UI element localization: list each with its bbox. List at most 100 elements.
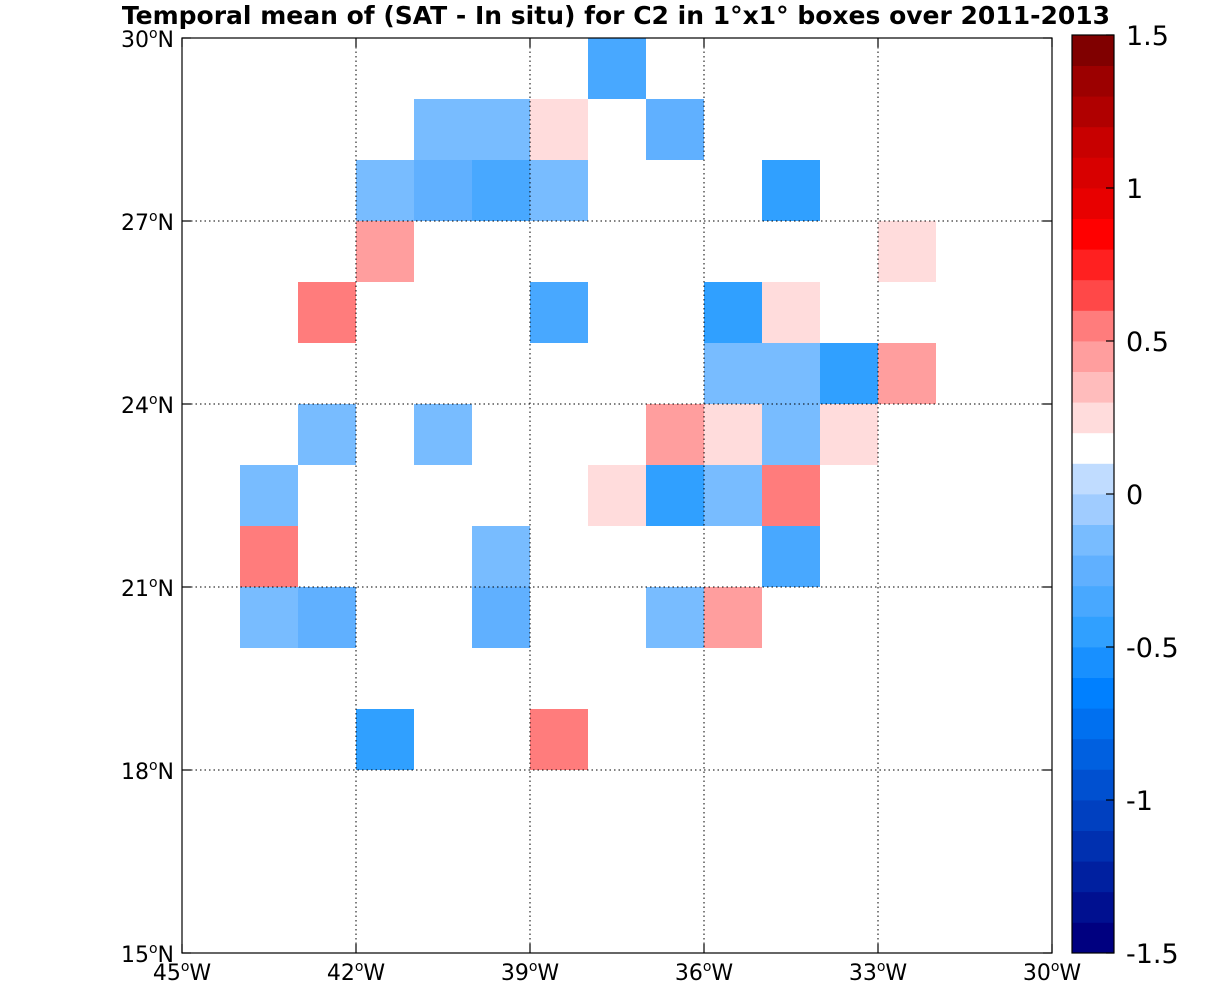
heatmap-cells (182, 38, 994, 770)
heatmap-cell (356, 282, 414, 343)
x-tick-label: 42oW (327, 959, 386, 984)
colorbar-segment (1072, 708, 1114, 740)
heatmap-cell (588, 465, 646, 526)
heatmap-cell (762, 526, 820, 587)
heatmap-cell (298, 404, 356, 465)
y-tick-label: 24oN (121, 392, 174, 419)
colorbar-segment (1072, 769, 1114, 801)
heatmap-cell (240, 465, 298, 526)
heatmap-cell (472, 526, 530, 587)
heatmap-cell (240, 526, 298, 587)
heatmap-cell (298, 282, 356, 343)
heatmap-cell (646, 465, 704, 526)
heatmap-cell (704, 587, 762, 648)
heatmap-cell (878, 343, 936, 404)
colorbar-segment (1072, 341, 1114, 372)
heatmap-cell (762, 282, 820, 343)
colorbar-tick-label: -0.5 (1126, 633, 1179, 664)
colorbar-tick-label: -1.5 (1126, 939, 1179, 970)
chart-title: Temporal mean of (SAT - In situ) for C2 … (122, 1, 1110, 30)
colorbar-segment (1072, 738, 1114, 770)
colorbar-segment (1072, 830, 1114, 862)
heatmap-cell (704, 404, 762, 465)
colorbar-ticks: 1.5 1 0.5 0 -0.5 -1 -1.5 (1106, 21, 1179, 970)
heatmap-cell (530, 709, 588, 770)
plot-frame (181, 37, 1053, 954)
colorbar-segment (1072, 616, 1114, 648)
grid-lines (182, 38, 1052, 953)
colorbar-segment (1072, 555, 1114, 587)
heatmap-cell (356, 160, 414, 221)
colorbar-tick-label: 1 (1126, 174, 1143, 205)
colorbar-segment (1072, 402, 1114, 434)
heatmap-cell (414, 404, 472, 465)
colorbar-segment (1072, 585, 1114, 617)
colorbar-tick-label: 0.5 (1126, 327, 1169, 358)
heatmap-cell (820, 343, 878, 404)
heatmap-cell (588, 38, 646, 99)
colorbar (1071, 34, 1115, 954)
y-tick-label: 15oN (121, 941, 174, 968)
colorbar-segment (1072, 157, 1114, 189)
colorbar-segment (1072, 279, 1114, 311)
heatmap-cell (298, 526, 356, 587)
colorbar-segment (1072, 65, 1114, 97)
heatmap-cell (472, 587, 530, 648)
colorbar-tick-label: -1 (1126, 786, 1153, 817)
x-tick-label: 36oW (675, 959, 734, 984)
heatmap-cell (762, 160, 820, 221)
x-tick-label: 45oW (153, 959, 212, 984)
x-tick-label: 30oW (1023, 959, 1082, 984)
heatmap-cell (240, 160, 298, 221)
heatmap-cell (704, 343, 762, 404)
colorbar-segment (1072, 922, 1114, 954)
x-tick-label: 39oW (501, 959, 560, 984)
y-tick-label: 18oN (121, 758, 174, 785)
colorbar-tick-label: 1.5 (1126, 21, 1169, 52)
colorbar-segment (1072, 494, 1114, 525)
colorbar-segment (1072, 463, 1114, 495)
heatmap-cell (588, 282, 646, 343)
heatmap-cell (878, 221, 936, 282)
heatmap-cell (356, 221, 414, 282)
colorbar-segment (1072, 35, 1114, 66)
heatmap-cell (646, 99, 704, 160)
heatmap-cell (646, 221, 704, 282)
heatmap-cell (762, 404, 820, 465)
heatmap-cell (472, 99, 530, 160)
heatmap-cell (414, 160, 472, 221)
heatmap-cell (356, 404, 414, 465)
heatmap-cell (530, 282, 588, 343)
colorbar-segment (1072, 188, 1114, 219)
heatmap-cell (414, 99, 472, 160)
heatmap-cell (936, 282, 994, 343)
heatmap-cell (762, 465, 820, 526)
colorbar-segment (1072, 800, 1114, 831)
colorbar-segment (1072, 249, 1114, 281)
colorbar-segment (1072, 524, 1114, 556)
heatmap-cell (646, 587, 704, 648)
colorbar-segment (1072, 432, 1114, 464)
heatmap-cell (704, 282, 762, 343)
heatmap-cell (240, 587, 298, 648)
heatmap-cell (530, 160, 588, 221)
heatmap-cell (472, 160, 530, 221)
heatmap-cell (820, 404, 878, 465)
colorbar-tick-label: 0 (1126, 480, 1143, 511)
heatmap-cell (298, 587, 356, 648)
colorbar-segment (1072, 677, 1114, 709)
colorbar-segment (1072, 96, 1114, 128)
heatmap-cell (704, 465, 762, 526)
colorbar-segment (1072, 891, 1114, 923)
colorbar-segment (1072, 218, 1114, 250)
y-tick-label: 30oN (121, 26, 174, 53)
colorbar-segment (1072, 126, 1114, 158)
heatmap-cell (646, 404, 704, 465)
x-axis: 45oW 42oW 39oW 36oW 33oW 30oW (153, 38, 1082, 984)
heatmap-cell (530, 99, 588, 160)
colorbar-segment (1072, 861, 1114, 893)
heatmap-cell (182, 221, 240, 282)
heatmap-cell (762, 343, 820, 404)
heatmap-cell (356, 709, 414, 770)
